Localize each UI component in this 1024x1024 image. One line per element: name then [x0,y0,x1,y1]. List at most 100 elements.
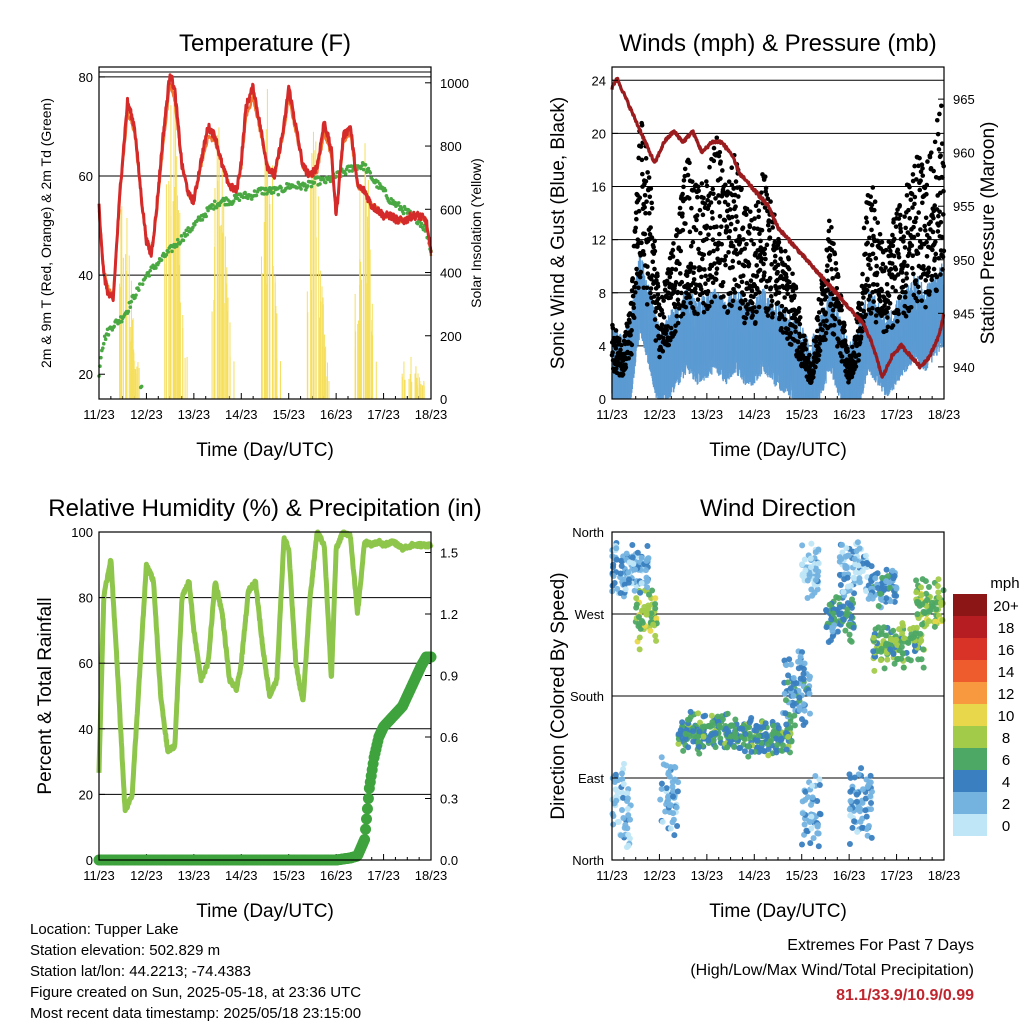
humidity-xtick-label: 18/23 [415,868,448,883]
direction-point [696,728,703,735]
gust-point [744,280,750,286]
gust-point [689,288,695,294]
gust-point [726,179,732,184]
direction-point [652,632,659,639]
gust-point [797,345,802,350]
gust-point [726,235,732,240]
direction-point [745,753,752,760]
gust-point [858,334,864,339]
gust-point [925,159,930,164]
dewpoint-point [101,341,106,346]
winds-plot-frame [611,66,945,400]
gust-point [632,284,637,290]
gust-point [897,203,903,208]
gust-point [643,178,649,184]
direction-point [624,795,631,802]
gust-point [796,306,802,311]
gust-point [623,365,629,370]
gust-point [674,313,680,319]
winds-ytick-label: 8 [599,286,606,301]
gust-point [647,194,653,200]
gust-point [736,194,741,199]
gust-point [782,317,788,322]
gust-point [917,187,923,193]
humidity-ylabel: Percent & Total Rainfall [35,597,56,794]
temperature-xtick-label: 11/23 [83,407,115,422]
gust-point [810,374,816,380]
gust-point [694,213,700,218]
gust-point [938,272,943,277]
gust-point [927,235,932,241]
gust-point [758,245,764,250]
direction-point [737,745,744,752]
gust-point [900,278,906,284]
gust-point [783,248,788,254]
gust-point [869,202,875,208]
gust-point [672,304,678,310]
gust-point [908,304,914,310]
temperature-xtick-label: 17/23 [367,407,400,422]
gust-point [660,348,666,354]
direction-point [660,761,667,768]
wind_direction-xtick-label: 15/23 [785,868,818,883]
gust-point [762,246,768,252]
direction-point [658,754,665,761]
gust-point [653,338,659,343]
gust-point [646,175,652,180]
temperature-ytick-label: 40 [79,268,93,283]
gust-point [680,211,685,216]
gust-point [704,179,709,184]
temperature-ytick-right-label: 200 [440,329,462,344]
gust-point [919,162,925,168]
gust-point [823,310,828,316]
gust-point [830,276,835,281]
gust-point [835,344,840,349]
direction-point [625,831,632,838]
gust-point [687,294,692,300]
gust-point [843,342,849,348]
gust-point [709,209,715,215]
gust-point [677,205,683,211]
temperature-ylabel: 2m & 9m T (Red, Orange) & 2m Td (Green) [38,98,54,368]
gust-point [761,261,766,267]
gust-point [831,241,836,246]
gust-point [860,271,865,277]
gust-point [648,225,653,230]
direction-point [617,832,624,839]
gust-point [892,236,897,242]
humidity-ytick-label: 0 [86,853,93,868]
gust-point [713,196,718,201]
dewpoint-point [246,196,250,201]
wind_direction-xtick-label: 11/23 [596,868,628,883]
gust-point [770,225,776,230]
dewpoint-point [179,234,184,238]
gust-point [927,154,933,160]
dewpoint-point [231,199,236,203]
gust-point [915,298,920,304]
gust-point [668,325,674,331]
gust-point [867,257,873,263]
gust-point [768,294,774,299]
gust-point [716,153,722,159]
gust-point [829,225,834,230]
gust-point [711,191,716,197]
winds-ytick-label: 20 [592,126,606,141]
gust-point [831,332,837,337]
temperature-ytick-right-label: 600 [440,202,462,217]
gust-point [915,232,921,238]
gust-point [909,191,915,197]
gust-point [702,267,707,272]
gust-point [795,339,801,345]
gust-point [924,191,929,197]
gust-point [884,281,890,287]
dewpoint-point [254,193,259,198]
direction-point [682,730,689,737]
gust-point [908,197,914,203]
gust-point [740,301,745,306]
gust-point [776,239,782,245]
gust-point [675,297,681,303]
gust-point [843,369,849,374]
gust-point [750,309,756,314]
gust-point [895,319,900,324]
dewpoint-point [309,184,314,189]
